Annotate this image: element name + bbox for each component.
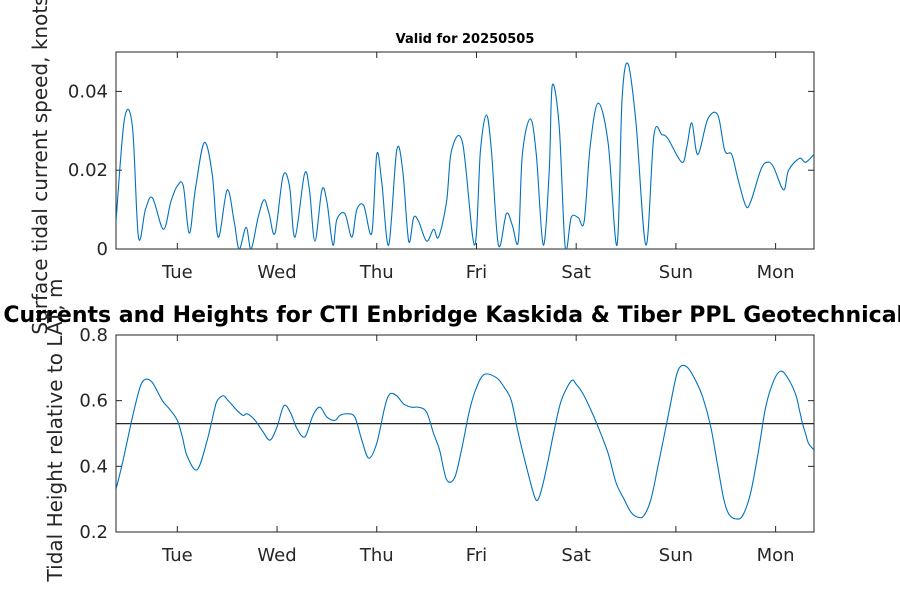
- speed-x-tick-label: Sun: [659, 262, 693, 283]
- height-series-line: [116, 364, 814, 520]
- height-x-tick-label: Tue: [161, 545, 193, 566]
- speed-y-tick-label: 0: [97, 239, 108, 260]
- height-y-axis-label: Tidal Height relative to LAT, m: [43, 279, 67, 583]
- height-x-tick-label: Wed: [257, 545, 296, 566]
- speed-y-tick-label: 0.02: [68, 160, 108, 181]
- speed-chart-title: Valid for 20250505: [396, 32, 535, 47]
- tidal-height-panel: Tue Wed Thu Fri Sat Sun Mon 0.2 0.4 0.6 0.8Current…: [3, 279, 900, 583]
- speed-x-tick-label: Sat: [561, 262, 591, 283]
- speed-x-tick-label: Fri: [466, 262, 487, 283]
- speed-x-tick-label: Wed: [257, 262, 296, 283]
- height-x-tick-label: Fri: [466, 545, 487, 566]
- height-y-tick-label: 0.6: [79, 391, 108, 412]
- height-x-tick-label: Sun: [659, 545, 693, 566]
- height-y-tick-label: 0.2: [79, 522, 108, 543]
- speed-y-tick-label: 0.04: [68, 81, 108, 102]
- speed-x-tick-label: Tue: [161, 262, 193, 283]
- height-x-tick-label: Sat: [561, 545, 591, 566]
- height-axes-box: [115, 334, 815, 533]
- speed-series-line: [116, 62, 814, 249]
- height-y-tick-label: 0.4: [79, 456, 108, 477]
- height-y-tick-label: 0.8: [79, 325, 108, 346]
- speed-axes-box: [115, 51, 815, 250]
- height-chart-title: Currents and Heights for CTI Enbridge Ka…: [3, 303, 900, 328]
- current-speed-panel: Tue Wed Thu Fri Sat Sun Mon 0 0.02 0.04 Valid for …: [28, 0, 815, 335]
- speed-x-tick-label: Thu: [359, 262, 394, 283]
- speed-x-tick-label: Mon: [757, 262, 795, 283]
- height-x-tick-label: Mon: [757, 545, 795, 566]
- height-x-tick-label: Thu: [359, 545, 394, 566]
- speed-y-axis-label: Surface tidal current speed, knots: [28, 0, 52, 335]
